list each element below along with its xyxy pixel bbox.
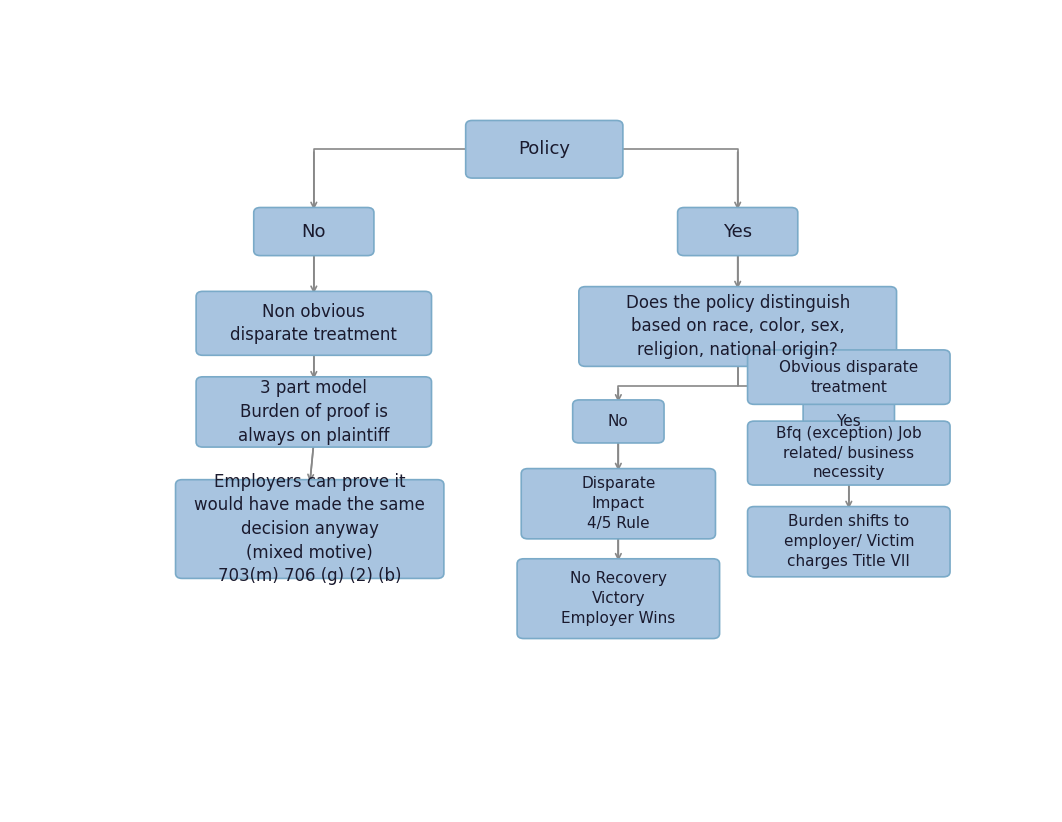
FancyBboxPatch shape: [579, 287, 896, 367]
Text: Employers can prove it
would have made the same
decision anyway
(mixed motive)
7: Employers can prove it would have made t…: [194, 473, 425, 585]
FancyBboxPatch shape: [572, 400, 664, 443]
Text: 3 part model
Burden of proof is
always on plaintiff: 3 part model Burden of proof is always o…: [238, 379, 390, 445]
Text: Policy: Policy: [518, 141, 570, 159]
FancyBboxPatch shape: [517, 559, 720, 639]
Text: Obvious disparate
treatment: Obvious disparate treatment: [780, 360, 919, 395]
FancyBboxPatch shape: [196, 376, 431, 447]
FancyBboxPatch shape: [254, 207, 374, 256]
Text: No: No: [302, 223, 326, 241]
Text: Does the policy distinguish
based on race, color, sex,
religion, national origin: Does the policy distinguish based on rac…: [626, 294, 850, 359]
FancyBboxPatch shape: [803, 400, 894, 443]
FancyBboxPatch shape: [748, 506, 950, 577]
Text: No: No: [607, 414, 629, 429]
Text: Disparate
Impact
4/5 Rule: Disparate Impact 4/5 Rule: [581, 477, 655, 531]
FancyBboxPatch shape: [521, 469, 716, 539]
FancyBboxPatch shape: [678, 207, 798, 256]
FancyBboxPatch shape: [196, 291, 431, 355]
FancyBboxPatch shape: [748, 421, 950, 485]
FancyBboxPatch shape: [465, 121, 623, 178]
Text: Burden shifts to
employer/ Victim
charges Title VII: Burden shifts to employer/ Victim charge…: [784, 515, 914, 569]
Text: Yes: Yes: [723, 223, 752, 241]
FancyBboxPatch shape: [748, 350, 950, 404]
Text: Yes: Yes: [837, 414, 861, 429]
Text: Bfq (exception) Job
related/ business
necessity: Bfq (exception) Job related/ business ne…: [776, 426, 922, 480]
Text: No Recovery
Victory
Employer Wins: No Recovery Victory Employer Wins: [561, 571, 675, 626]
Text: Non obvious
disparate treatment: Non obvious disparate treatment: [230, 302, 397, 344]
FancyBboxPatch shape: [175, 480, 444, 579]
